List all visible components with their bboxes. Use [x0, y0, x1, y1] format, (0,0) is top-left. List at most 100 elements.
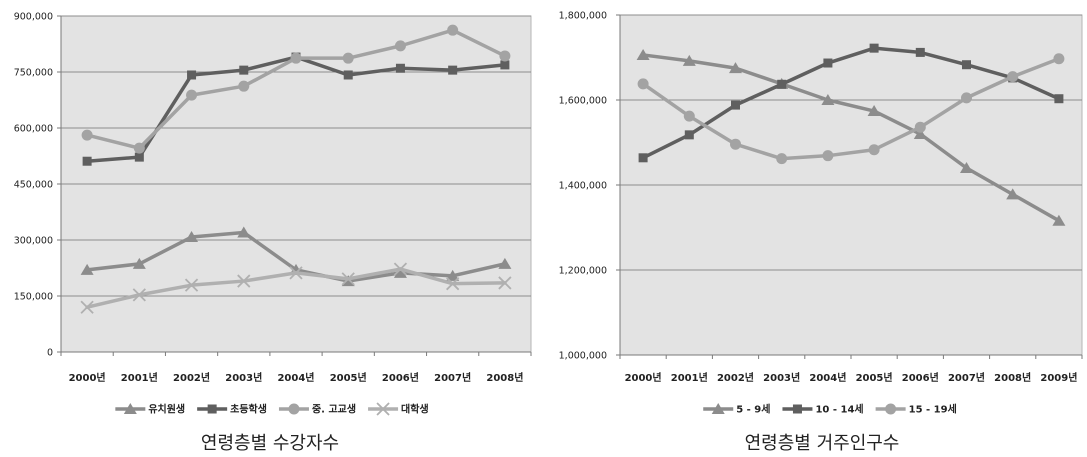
data-point-s1-1 — [636, 48, 650, 60]
data-point-s3-7 — [914, 121, 926, 133]
data-point-s3-9 — [499, 50, 511, 62]
data-point-s2-3 — [187, 70, 197, 80]
series-4 — [80, 262, 512, 314]
data-point-s2-6 — [869, 43, 879, 53]
data-point-s2-2 — [134, 152, 144, 162]
y-tick-label: 900,000 — [14, 12, 53, 23]
data-point-s4-3 — [184, 278, 199, 292]
series-3 — [637, 53, 1065, 165]
data-point-s2-8 — [448, 65, 458, 75]
data-point-s3-2 — [133, 142, 145, 154]
y-tick-label: 0 — [47, 348, 53, 359]
legend-marker — [288, 403, 300, 415]
data-point-s3-9 — [1007, 71, 1019, 83]
legend-label: 10 - 14세 — [815, 403, 863, 416]
data-point-s4-5 — [289, 266, 303, 280]
data-point-s1-7 — [913, 128, 927, 139]
series-line-1 — [641, 53, 1061, 223]
legend: 유치원생 초등학생 중. 고교생 대학생 — [115, 402, 429, 416]
legend: 5 - 9세 10 - 14세 15 - 19세 — [703, 403, 957, 416]
y-tick-label: 750,000 — [14, 68, 53, 79]
x-tick-label: 2007년 — [434, 371, 471, 384]
data-point-s3-8 — [447, 24, 459, 36]
legend-label: 초등학생 — [230, 403, 267, 416]
legend-label: 5 - 9세 — [736, 403, 770, 416]
legend-item: 15 - 19세 — [875, 403, 957, 416]
data-point-s3-6 — [342, 52, 354, 64]
x-tick-label: 2002년 — [717, 371, 754, 384]
population-chart-title: 연령층별 거주인구수 — [745, 433, 900, 454]
data-point-s3-6 — [868, 144, 880, 156]
x-tick-label: 2009년 — [1040, 371, 1077, 384]
data-point-s3-3 — [186, 89, 198, 101]
data-point-s1-9 — [498, 257, 512, 269]
x-tick-label: 2005년 — [330, 371, 367, 384]
data-point-s2-1 — [82, 156, 92, 166]
x-tick-label: 2003년 — [763, 371, 800, 384]
data-point-s3-5 — [822, 150, 834, 162]
x-tick-label: 2001년 — [121, 371, 158, 384]
x-tick-label: 2001년 — [671, 371, 708, 384]
legend-marker — [376, 402, 390, 416]
data-point-s3-3 — [730, 138, 741, 150]
x-tick-label: 2002년 — [173, 371, 210, 384]
data-point-s2-1 — [638, 153, 648, 163]
data-point-s3-1 — [637, 78, 649, 90]
data-point-s3-2 — [683, 110, 695, 122]
legend-item: 10 - 14세 — [782, 403, 864, 416]
data-point-s2-5 — [823, 58, 833, 68]
enrollment-chart-title: 연령층별 수강자수 — [201, 433, 339, 454]
series-line-2 — [641, 46, 1061, 160]
series-1 — [80, 226, 512, 287]
enrollment-by-age-chart: 0 150,000 300,000 450,000 600,000 750,000 900,… — [14, 12, 532, 416]
resident-population-by-age-chart: 1,000,000 1,200,000 1,400,000 1,600,000 1,80… — [559, 11, 1083, 416]
x-tick-label: 2000년 — [625, 371, 662, 384]
x-tick-label: 2003년 — [225, 371, 262, 384]
data-point-s4-2 — [132, 288, 146, 302]
data-point-s2-10 — [1054, 94, 1064, 104]
legend-label: 중. 고교생 — [312, 403, 356, 416]
y-tick-label: 1,400,000 — [559, 181, 607, 192]
data-point-s1-7 — [393, 266, 407, 278]
data-point-s3-4 — [776, 153, 788, 165]
series-3 — [81, 24, 511, 154]
data-point-s1-10 — [1052, 214, 1066, 226]
x-tick-label: 2005년 — [856, 371, 893, 384]
data-point-s1-5 — [821, 94, 835, 105]
x-tick-label: 2004년 — [277, 371, 314, 384]
x-tick-label: 2006년 — [382, 371, 419, 384]
y-tick-label: 150,000 — [14, 292, 53, 303]
legend-item: 5 - 9세 — [703, 403, 770, 416]
legend-marker — [885, 403, 897, 415]
data-point-s1-9 — [1006, 188, 1020, 200]
data-point-s2-9 — [500, 60, 510, 70]
legend-item: 초등학생 — [197, 403, 267, 416]
data-point-s1-3 — [729, 62, 742, 74]
data-point-s3-10 — [1053, 53, 1065, 65]
y-tick-label: 1,000,000 — [559, 351, 607, 362]
data-point-s2-2 — [684, 130, 694, 140]
x-tick-label: 2007년 — [948, 371, 985, 384]
data-point-s4-1 — [80, 300, 94, 314]
series-line-3 — [641, 57, 1061, 161]
data-point-s2-6 — [343, 70, 353, 80]
data-point-s1-3 — [185, 231, 199, 243]
legend-label: 유치원생 — [148, 403, 185, 416]
legend-marker — [711, 403, 725, 414]
data-point-s2-4 — [239, 65, 249, 75]
data-point-s2-7 — [915, 47, 925, 57]
data-point-s3-4 — [238, 80, 250, 92]
legend-label: 15 - 19세 — [909, 403, 957, 416]
data-point-s1-2 — [682, 54, 696, 66]
data-point-s1-1 — [80, 263, 94, 275]
data-point-s2-4 — [777, 79, 787, 89]
data-point-s3-5 — [290, 52, 302, 64]
data-point-s1-4 — [237, 226, 251, 238]
data-point-s4-7 — [393, 262, 408, 276]
data-point-s1-2 — [132, 257, 146, 269]
x-tick-label: 2004년 — [809, 371, 846, 384]
legend-marker — [123, 403, 137, 414]
data-point-s2-7 — [395, 63, 405, 73]
y-tick-label: 1,600,000 — [559, 96, 607, 107]
